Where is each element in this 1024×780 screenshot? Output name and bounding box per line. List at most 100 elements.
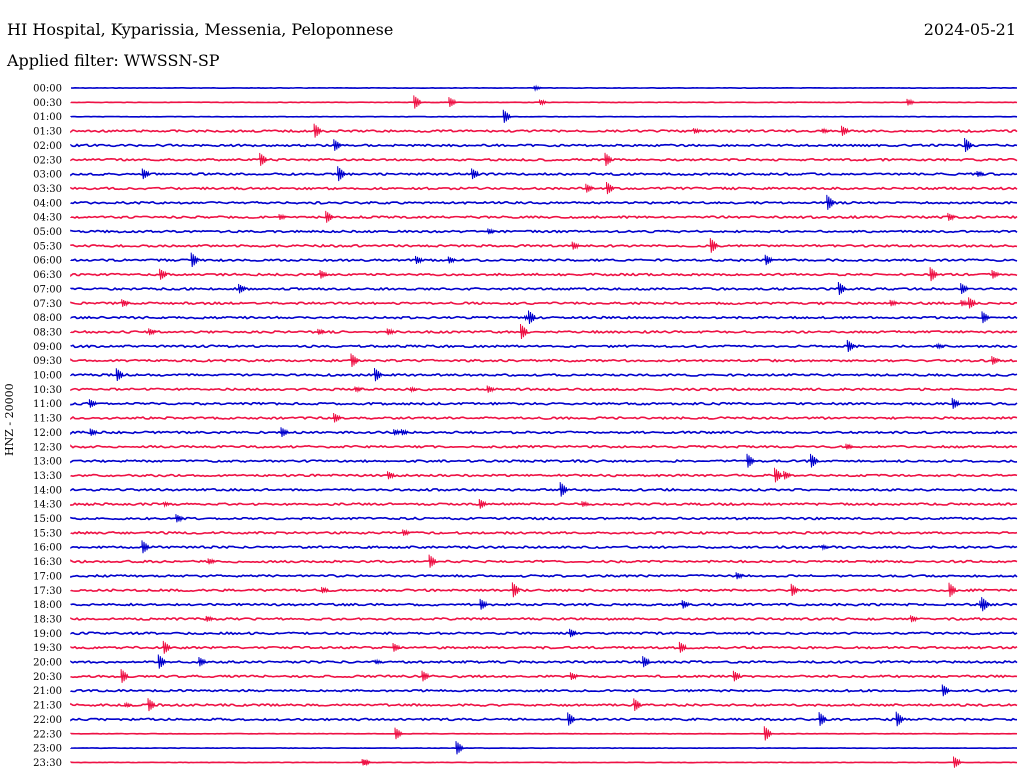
trace-line — [70, 258, 1018, 263]
trace-burst — [678, 641, 687, 653]
trace-burst — [581, 500, 590, 507]
trace-burst — [981, 311, 990, 324]
trace-line — [70, 573, 1018, 578]
row-time-label: 14:00 — [33, 485, 62, 496]
row-time-label: 18:30 — [33, 614, 62, 625]
trace-line — [70, 157, 1018, 162]
trace-line — [70, 315, 1018, 320]
trace-burst — [889, 299, 898, 307]
trace-burst — [681, 600, 690, 609]
trace-line — [70, 416, 1018, 421]
trace-burst — [238, 283, 247, 294]
row-time-label: 00:30 — [33, 98, 62, 109]
trace-burst — [486, 385, 495, 393]
trace-line — [70, 659, 1018, 664]
trace-burst — [124, 701, 133, 709]
row-time-label: 02:30 — [33, 155, 62, 166]
trace-burst — [960, 299, 969, 307]
trace-burst — [929, 267, 938, 282]
trace-burst — [162, 640, 171, 654]
trace-burst — [159, 268, 168, 280]
trace-burst — [325, 210, 334, 223]
row-time-label: 21:00 — [33, 686, 62, 697]
trace-burst — [821, 543, 830, 552]
row-time-label: 10:30 — [33, 385, 62, 396]
trace-line — [70, 372, 1018, 377]
trace-burst — [941, 684, 950, 697]
row-time-label: 12:00 — [33, 428, 62, 439]
trace-burst — [826, 194, 835, 210]
trace-burst — [585, 183, 594, 193]
trace-burst — [413, 95, 422, 109]
trace-line — [70, 444, 1018, 449]
trace-burst — [910, 615, 919, 623]
trace-burst — [821, 127, 830, 135]
trace-burst — [790, 583, 799, 596]
trace-line — [70, 301, 1018, 306]
trace-burst — [354, 386, 363, 394]
trace-burst — [410, 386, 418, 394]
trace-burst — [394, 727, 403, 740]
trace-line — [70, 617, 1018, 621]
trace-burst — [936, 342, 945, 350]
trace-burst — [569, 672, 578, 681]
trace-burst — [317, 328, 326, 335]
trace-burst — [374, 368, 382, 382]
trace-burst — [783, 470, 792, 480]
trace-burst — [502, 109, 511, 123]
trace-burst — [569, 628, 578, 638]
trace-burst — [198, 657, 207, 667]
row-time-label: 03:00 — [33, 170, 62, 181]
trace-burst — [120, 669, 129, 683]
trace-burst — [964, 137, 973, 153]
trace-burst — [604, 152, 613, 166]
trace-line — [70, 215, 1018, 220]
row-time-label: 00:00 — [33, 84, 62, 95]
trace-burst — [991, 356, 1000, 365]
row-time-label: 05:30 — [33, 241, 62, 252]
trace-burst — [141, 540, 150, 554]
trace-burst — [428, 554, 437, 568]
trace-burst — [278, 213, 287, 220]
trace-burst — [280, 427, 289, 437]
trace-burst — [895, 711, 904, 727]
trace-burst — [764, 254, 773, 266]
trace-line — [70, 645, 1018, 650]
trace-burst — [163, 500, 171, 509]
trace-burst — [511, 582, 520, 598]
trace-burst — [642, 656, 651, 668]
row-time-label: 22:30 — [33, 729, 62, 740]
row-time-label: 12:30 — [33, 442, 62, 453]
trace-burst — [148, 328, 157, 336]
trace-burst — [567, 712, 576, 726]
row-time-label: 15:30 — [33, 528, 62, 539]
trace-line — [70, 387, 1018, 392]
trace-burst — [533, 84, 542, 92]
trace-burst — [746, 453, 755, 468]
trace-burst — [321, 586, 330, 594]
trace-burst — [633, 698, 642, 711]
filter-label: Applied filter: WWSSN-SP — [7, 51, 220, 70]
trace-burst — [487, 228, 496, 235]
row-time-label: 13:00 — [33, 457, 62, 468]
trace-burst — [606, 182, 614, 195]
trace-burst — [906, 98, 915, 106]
trace-line — [70, 358, 1018, 363]
row-time-label: 20:00 — [33, 658, 62, 669]
trace-burst — [89, 428, 98, 436]
trace-line — [70, 473, 1018, 478]
trace-burst — [190, 252, 199, 267]
trace-line — [70, 172, 1018, 177]
trace-burst — [960, 283, 969, 295]
trace-line — [70, 459, 1018, 464]
row-time-label: 13:30 — [33, 471, 62, 482]
trace-line — [70, 286, 1018, 291]
trace-line — [70, 487, 1018, 492]
row-time-label: 11:00 — [33, 399, 62, 410]
row-time-label: 16:30 — [33, 557, 62, 568]
row-time-label: 22:00 — [33, 715, 62, 726]
trace-burst — [846, 339, 855, 352]
trace-line — [70, 143, 1018, 148]
trace-burst — [810, 453, 818, 468]
row-time-label: 01:00 — [33, 112, 62, 123]
